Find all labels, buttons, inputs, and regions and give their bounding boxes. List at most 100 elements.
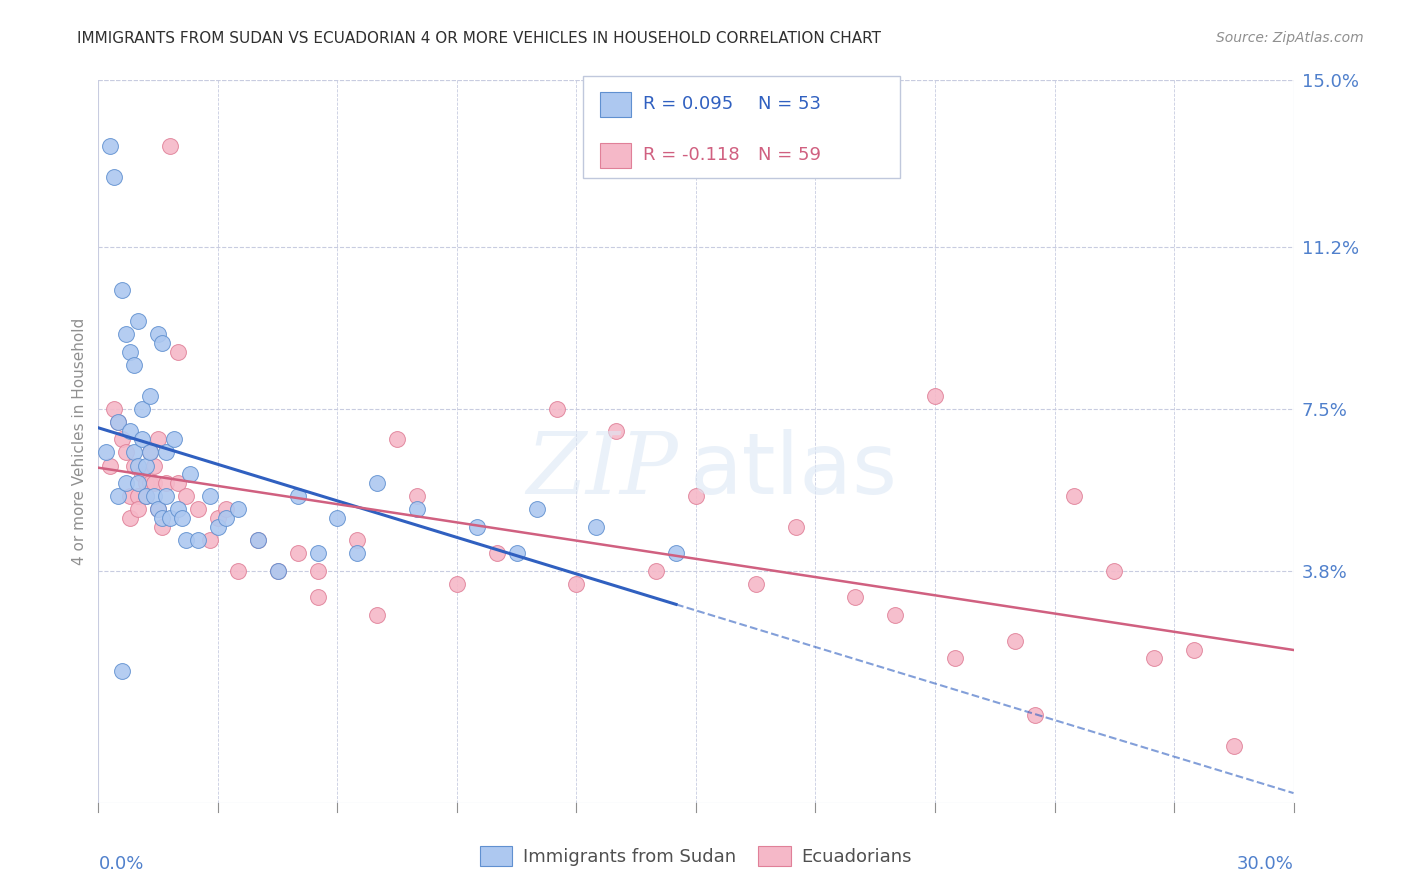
- Point: [179, 467, 201, 482]
- Point: [346, 533, 368, 547]
- Point: [745, 577, 768, 591]
- Point: [143, 489, 166, 503]
- Point: [485, 546, 508, 560]
- Point: [159, 511, 181, 525]
- Point: [1024, 708, 1046, 723]
- Point: [135, 458, 157, 473]
- Point: [124, 445, 146, 459]
- Point: [155, 489, 177, 503]
- Point: [135, 476, 157, 491]
- Point: [506, 546, 529, 560]
- Point: [1143, 651, 1166, 665]
- Point: [307, 546, 329, 560]
- Point: [287, 546, 309, 560]
- Point: [924, 388, 946, 402]
- Point: [107, 489, 129, 503]
- Point: [172, 511, 194, 525]
- Point: [150, 520, 173, 534]
- Point: [155, 445, 177, 459]
- Point: [103, 169, 125, 184]
- Point: [844, 590, 866, 604]
- Point: [267, 564, 290, 578]
- Point: [215, 511, 238, 525]
- Point: [385, 433, 409, 447]
- Point: [546, 401, 568, 416]
- Text: 0.0%: 0.0%: [98, 855, 143, 873]
- Point: [148, 433, 170, 447]
- Point: [1063, 489, 1085, 503]
- Point: [139, 388, 162, 402]
- Text: N = 53: N = 53: [758, 95, 821, 113]
- Point: [446, 577, 468, 591]
- Point: [98, 458, 122, 473]
- Y-axis label: 4 or more Vehicles in Household: 4 or more Vehicles in Household: [72, 318, 87, 566]
- Text: IMMIGRANTS FROM SUDAN VS ECUADORIAN 4 OR MORE VEHICLES IN HOUSEHOLD CORRELATION : IMMIGRANTS FROM SUDAN VS ECUADORIAN 4 OR…: [77, 31, 882, 46]
- Point: [139, 445, 162, 459]
- Point: [148, 502, 170, 516]
- Text: Source: ZipAtlas.com: Source: ZipAtlas.com: [1216, 31, 1364, 45]
- Point: [685, 489, 707, 503]
- Point: [198, 533, 221, 547]
- Point: [406, 489, 429, 503]
- Point: [287, 489, 309, 503]
- Point: [665, 546, 688, 560]
- Point: [226, 564, 249, 578]
- Point: [111, 665, 134, 679]
- Point: [135, 489, 157, 503]
- Point: [111, 433, 134, 447]
- Point: [120, 424, 142, 438]
- Text: ZIP: ZIP: [526, 429, 678, 512]
- Point: [526, 502, 548, 516]
- Point: [174, 489, 197, 503]
- Point: [127, 502, 149, 516]
- Point: [148, 502, 170, 516]
- Point: [120, 511, 142, 525]
- Point: [139, 445, 162, 459]
- Point: [96, 445, 118, 459]
- Point: [1004, 633, 1026, 648]
- Point: [167, 344, 190, 359]
- Point: [198, 489, 221, 503]
- Point: [143, 458, 166, 473]
- Point: [150, 511, 173, 525]
- Point: [605, 424, 627, 438]
- Point: [1104, 564, 1126, 578]
- Point: [226, 502, 249, 516]
- Point: [246, 533, 269, 547]
- Point: [943, 651, 966, 665]
- Text: R = 0.095: R = 0.095: [643, 95, 733, 113]
- Point: [115, 476, 138, 491]
- Point: [107, 415, 129, 429]
- Point: [124, 358, 146, 372]
- Text: 30.0%: 30.0%: [1237, 855, 1294, 873]
- Text: atlas: atlas: [690, 429, 898, 512]
- Point: [127, 458, 149, 473]
- Point: [131, 401, 153, 416]
- Point: [127, 476, 149, 491]
- Point: [135, 489, 157, 503]
- Point: [366, 476, 388, 491]
- Point: [174, 533, 197, 547]
- Point: [207, 511, 229, 525]
- Point: [139, 476, 162, 491]
- Point: [565, 577, 588, 591]
- Point: [163, 433, 186, 447]
- Point: [406, 502, 429, 516]
- Point: [127, 489, 149, 503]
- Point: [187, 533, 209, 547]
- Point: [884, 607, 907, 622]
- Point: [120, 489, 142, 503]
- Point: [1223, 739, 1246, 753]
- Point: [143, 476, 166, 491]
- Point: [167, 502, 190, 516]
- Point: [148, 327, 170, 342]
- Point: [785, 520, 807, 534]
- Point: [366, 607, 388, 622]
- Point: [107, 415, 129, 429]
- Point: [124, 458, 146, 473]
- Point: [307, 590, 329, 604]
- Point: [187, 502, 209, 516]
- Point: [307, 564, 329, 578]
- Point: [127, 314, 149, 328]
- Point: [585, 520, 607, 534]
